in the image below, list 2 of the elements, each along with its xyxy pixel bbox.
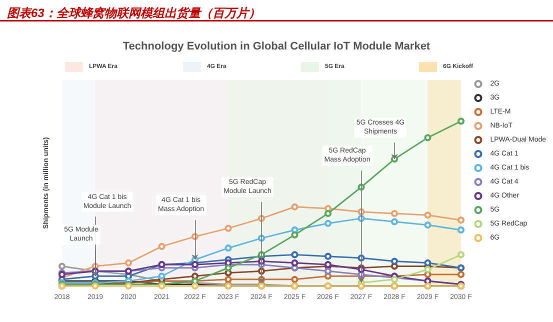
chart-subtitle: Technology Evolution in Global Cellular IoT Module Market: [122, 40, 430, 52]
chart-title: 图表63：全球蜂窝物联网模组出货量（百万片）: [7, 6, 260, 20]
